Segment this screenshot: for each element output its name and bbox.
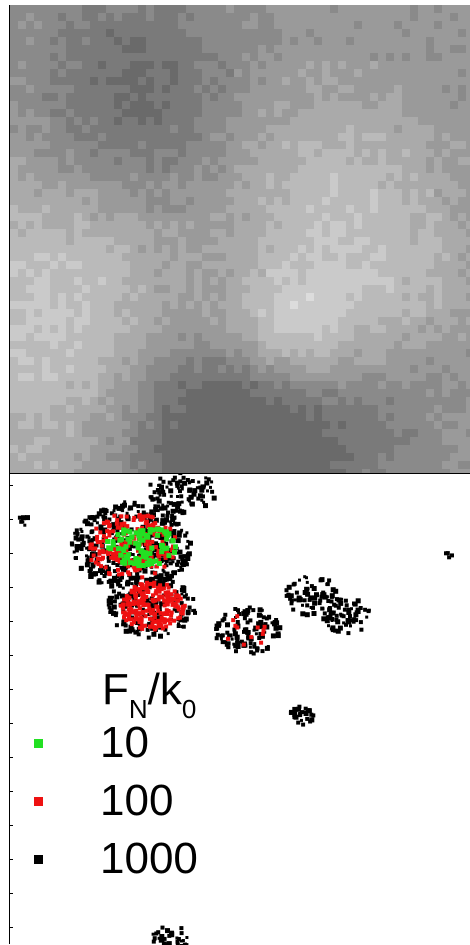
legend-label-100: 100 xyxy=(100,776,173,826)
legend-swatch-10 xyxy=(34,739,43,748)
axis-tick xyxy=(9,485,13,486)
left-axis-line xyxy=(9,5,10,944)
legend-item-1000: 1000 xyxy=(30,834,198,884)
legend-title-main: F xyxy=(102,665,129,714)
legend-swatch-1000 xyxy=(34,855,43,864)
axis-tick xyxy=(9,621,13,622)
axis-tick xyxy=(9,689,13,690)
surface-texture xyxy=(10,5,470,473)
axis-tick xyxy=(9,757,13,758)
surface-height-map xyxy=(10,5,470,473)
axis-tick xyxy=(9,519,13,520)
axis-tick xyxy=(9,893,13,894)
legend-item-10: 10 xyxy=(30,718,149,768)
axis-tick xyxy=(9,553,13,554)
axis-tick xyxy=(9,587,13,588)
legend-title: FN/k0 xyxy=(102,668,196,717)
axis-tick xyxy=(9,825,13,826)
legend-title-mid: /k xyxy=(148,665,182,714)
legend-item-100: 100 xyxy=(30,776,173,826)
legend-swatch-100 xyxy=(34,797,43,806)
axis-tick xyxy=(9,927,13,928)
axis-tick xyxy=(9,859,13,860)
legend-label-10: 10 xyxy=(100,718,149,768)
axis-tick xyxy=(9,723,13,724)
legend-label-1000: 1000 xyxy=(100,834,198,884)
legend-title-sub-0: 0 xyxy=(182,694,196,724)
axis-tick xyxy=(9,655,13,656)
axis-tick xyxy=(9,791,13,792)
